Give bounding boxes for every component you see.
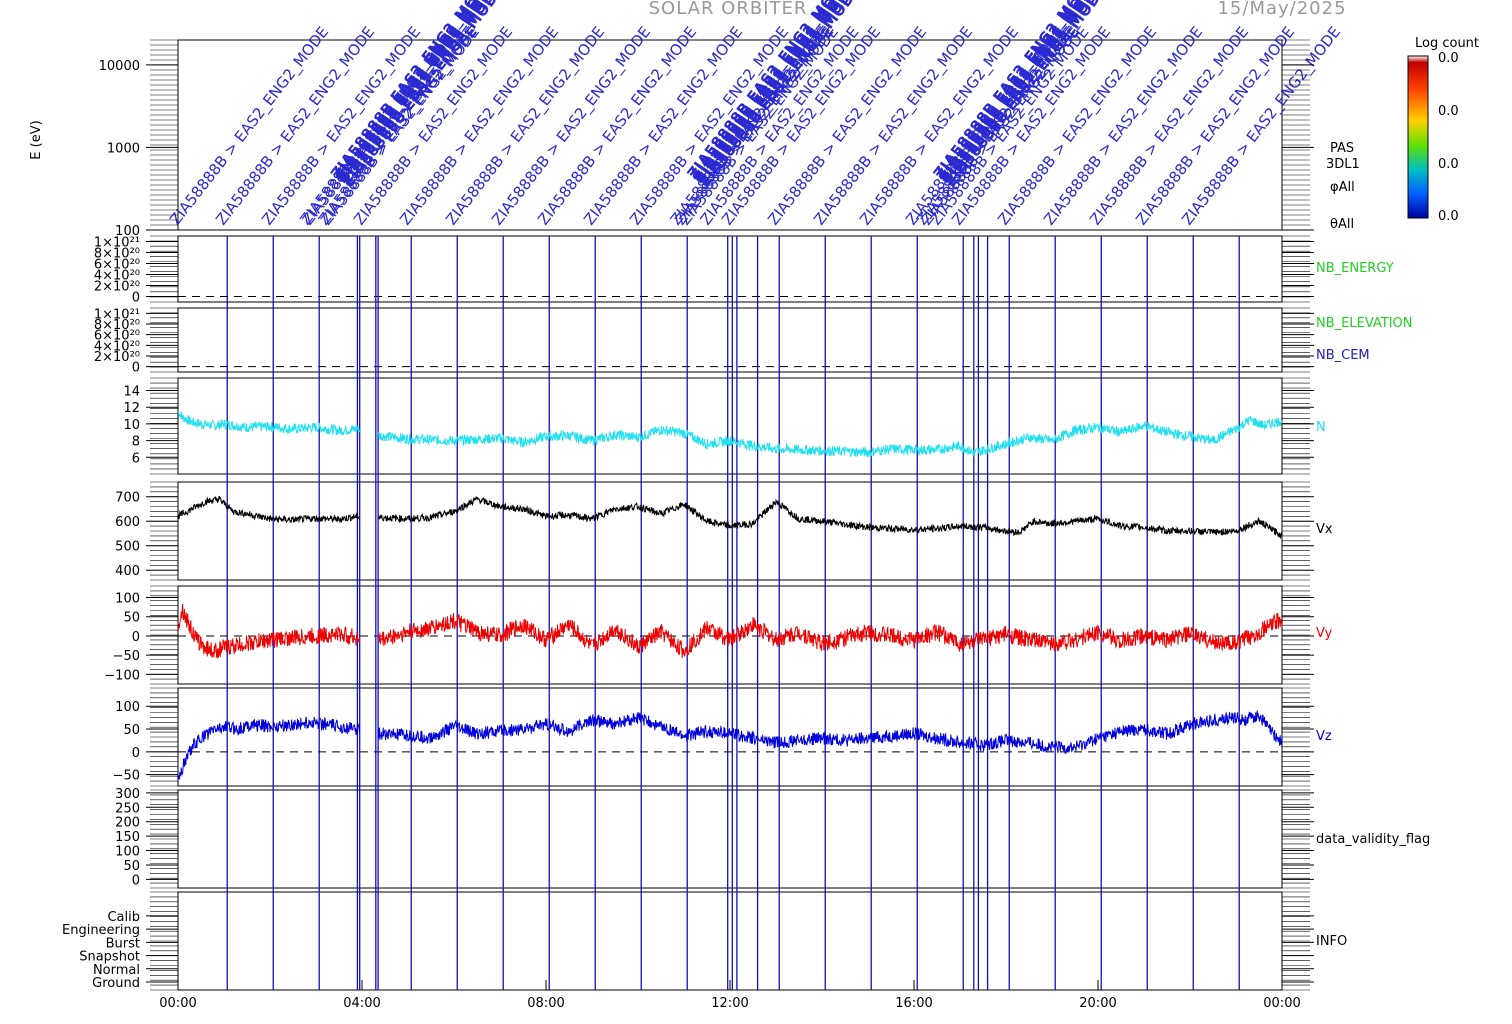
colorbar-tick-4: 0.0	[1438, 209, 1459, 224]
y-tick-label-vy: 100	[115, 592, 140, 607]
y-tick-label-vx: 700	[115, 491, 140, 506]
x-tick-label: 00:00	[1263, 996, 1300, 1011]
mission-title: SOLAR ORBITER	[649, 0, 808, 19]
y-tick-label-spectrogram: 100	[115, 224, 140, 239]
y-tick-label-nb_energy: 0	[132, 291, 140, 306]
label-n: N	[1316, 420, 1326, 435]
label-vy: Vy	[1316, 626, 1333, 641]
y-tick-label-info: Normal	[93, 963, 140, 978]
y-tick-label-info: Calib	[107, 910, 140, 925]
series-line-vy-seg0	[177, 603, 361, 659]
colorbar-gradient	[1407, 55, 1429, 219]
series-line-vx-seg0	[177, 495, 361, 524]
spec-label-pas: PAS	[1330, 141, 1354, 156]
y-tick-label-nb_energy: 8×10²⁰	[94, 247, 140, 262]
y-tick-label-validity: 100	[115, 845, 140, 860]
y-tick-label-nb_energy: 6×10²⁰	[94, 258, 140, 273]
y-tick-label-vy: −50	[113, 649, 140, 664]
y-tick-label-nb_energy: 1×10²¹	[94, 236, 140, 251]
y-tick-label-nb_elevation: 4×10²⁰	[94, 339, 140, 354]
panel-frame-vx	[177, 481, 1283, 581]
x-tick-label: 08:00	[527, 996, 564, 1011]
y-tick-label-nb_elevation: 0	[132, 361, 140, 376]
y-tick-label-spectrogram: 10000	[99, 59, 140, 74]
y-tick-label-validity: 150	[115, 830, 140, 845]
panel-frame-n	[177, 377, 1283, 475]
series-line-vx-seg1	[377, 496, 1283, 540]
colorbar-tick-3: 0.0	[1438, 157, 1459, 172]
colorbar-tick-1: 0.0	[1438, 51, 1459, 66]
y-tick-label-n: 12	[123, 401, 140, 416]
label-vx: Vx	[1316, 522, 1333, 537]
y-tick-label-spectrogram: 1000	[107, 141, 140, 156]
label-validity: data_validity_flag	[1316, 832, 1430, 847]
energy-axis-label: E (eV)	[29, 120, 44, 159]
spec-label-theta: θAll	[1330, 217, 1354, 232]
y-tick-label-vx: 400	[115, 564, 140, 579]
colorbar-tick-2: 0.0	[1438, 104, 1459, 119]
y-tick-label-vz: 50	[123, 723, 140, 738]
y-tick-label-n: 10	[123, 418, 140, 433]
y-tick-label-info: Engineering	[62, 923, 140, 938]
date-label: 15/May/2025	[1217, 0, 1346, 19]
y-tick-label-vy: 50	[123, 611, 140, 626]
y-tick-label-nb_elevation: 8×10²⁰	[94, 318, 140, 333]
y-tick-label-n: 6	[132, 451, 140, 466]
x-tick-label: 12:00	[711, 996, 748, 1011]
y-tick-label-vz: 0	[132, 746, 140, 761]
y-tick-label-validity: 250	[115, 801, 140, 816]
panel-frame-nb_elevation	[177, 307, 1283, 373]
y-tick-label-vz: −50	[113, 769, 140, 784]
y-tick-label-vy: −100	[104, 668, 140, 683]
panel-frame-info	[177, 891, 1283, 991]
y-tick-label-n: 14	[123, 385, 140, 400]
colorbar: Log count 0.0 0.0 0.0 0.0	[1407, 36, 1479, 224]
panel-frame-nb_energy	[177, 235, 1283, 303]
y-tick-label-info: Burst	[106, 936, 140, 951]
data-series	[177, 410, 1283, 780]
y-tick-label-n: 8	[132, 435, 140, 450]
x-tick-label: 00:00	[159, 996, 196, 1011]
y-tick-label-validity: 300	[115, 787, 140, 802]
x-tick-label: 16:00	[895, 996, 932, 1011]
label-info: INFO	[1316, 934, 1347, 949]
series-line-vy-seg1	[377, 612, 1283, 659]
y-tick-label-validity: 0	[132, 873, 140, 888]
label-nb-elevation: NB_ELEVATION	[1316, 316, 1413, 331]
y-tick-label-info: Ground	[92, 976, 140, 991]
label-nb-cem: NB_CEM	[1316, 348, 1370, 363]
y-tick-label-nb_elevation: 6×10²⁰	[94, 329, 140, 344]
series-line-n-seg1	[377, 415, 1283, 457]
label-nb-energy: NB_ENERGY	[1316, 261, 1394, 276]
y-tick-label-validity: 50	[123, 859, 140, 874]
y-tick-label-nb_elevation: 2×10²⁰	[94, 350, 140, 365]
panel-frame-validity	[177, 789, 1283, 889]
series-line-n-seg0	[177, 410, 361, 436]
series-line-vz-seg0	[177, 716, 361, 780]
spec-label-3dl1: 3DL1	[1326, 157, 1360, 172]
y-tick-label-vx: 600	[115, 515, 140, 530]
event-lines	[226, 236, 1240, 990]
y-tick-label-nb_energy: 4×10²⁰	[94, 269, 140, 284]
y-tick-label-vx: 500	[115, 540, 140, 555]
y-tick-label-vz: 100	[115, 700, 140, 715]
series-line-vz-seg1	[377, 710, 1283, 755]
x-tick-label: 20:00	[1079, 996, 1116, 1011]
y-tick-label-vy: 0	[132, 630, 140, 645]
y-tick-label-nb_elevation: 1×10²¹	[94, 307, 140, 322]
x-tick-label: 04:00	[343, 996, 380, 1011]
colorbar-title: Log count	[1415, 36, 1479, 51]
label-vz: Vz	[1316, 729, 1332, 744]
y-tick-label-nb_energy: 2×10²⁰	[94, 280, 140, 295]
spec-label-phi: φAll	[1330, 180, 1355, 195]
axis-ticks: 10010001000002×10²⁰4×10²⁰6×10²⁰8×10²⁰1×1…	[62, 39, 1314, 1011]
y-tick-label-info: Snapshot	[79, 950, 140, 965]
y-tick-label-validity: 200	[115, 816, 140, 831]
